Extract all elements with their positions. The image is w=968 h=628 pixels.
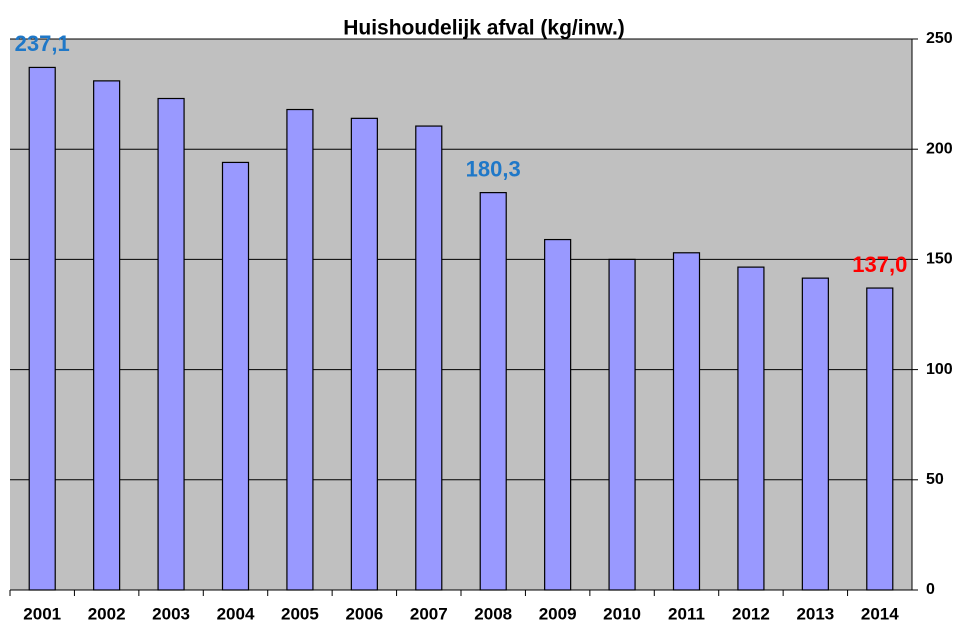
y-tick-label: 200 bbox=[926, 140, 953, 157]
x-tick-label: 2010 bbox=[603, 604, 641, 623]
bar bbox=[672, 252, 701, 591]
x-tick-label: 2002 bbox=[88, 604, 126, 623]
x-tick-label: 2006 bbox=[345, 604, 383, 623]
y-tick-label: 150 bbox=[926, 251, 953, 268]
bar bbox=[221, 161, 250, 591]
x-tick-label: 2004 bbox=[217, 604, 255, 623]
x-tick-label: 2003 bbox=[152, 604, 190, 623]
bar bbox=[866, 287, 894, 591]
x-tick-label: 2009 bbox=[539, 604, 577, 623]
x-tick-label: 2013 bbox=[796, 604, 834, 623]
value-label: 237,1 bbox=[15, 31, 70, 56]
x-tick-label: 2011 bbox=[668, 604, 705, 623]
bar bbox=[415, 125, 443, 591]
bar bbox=[608, 258, 636, 591]
x-tick-label: 2014 bbox=[861, 604, 899, 623]
x-tick-label: 2001 bbox=[23, 604, 61, 623]
plot-area bbox=[10, 39, 912, 590]
bar bbox=[801, 277, 829, 591]
x-tick-label: 2012 bbox=[732, 604, 770, 623]
y-tick-label: 100 bbox=[926, 361, 953, 378]
chart-title: Huishoudelijk afval (kg/inw.) bbox=[343, 17, 625, 40]
x-tick-label: 2005 bbox=[281, 604, 319, 623]
bar bbox=[350, 117, 378, 591]
y-tick-label: 250 bbox=[926, 30, 953, 47]
bar bbox=[286, 108, 314, 591]
bar bbox=[737, 266, 765, 591]
bar bbox=[479, 192, 507, 591]
x-tick-label: 2008 bbox=[474, 604, 512, 623]
y-tick-label: 50 bbox=[926, 471, 944, 488]
bar bbox=[93, 80, 121, 591]
bar bbox=[544, 238, 572, 591]
value-label: 180,3 bbox=[466, 156, 521, 181]
bar bbox=[28, 66, 56, 591]
value-label: 137,0 bbox=[852, 252, 907, 277]
bar bbox=[157, 97, 185, 591]
y-tick-label: 0 bbox=[926, 581, 935, 598]
x-tick-label: 2007 bbox=[410, 604, 448, 623]
